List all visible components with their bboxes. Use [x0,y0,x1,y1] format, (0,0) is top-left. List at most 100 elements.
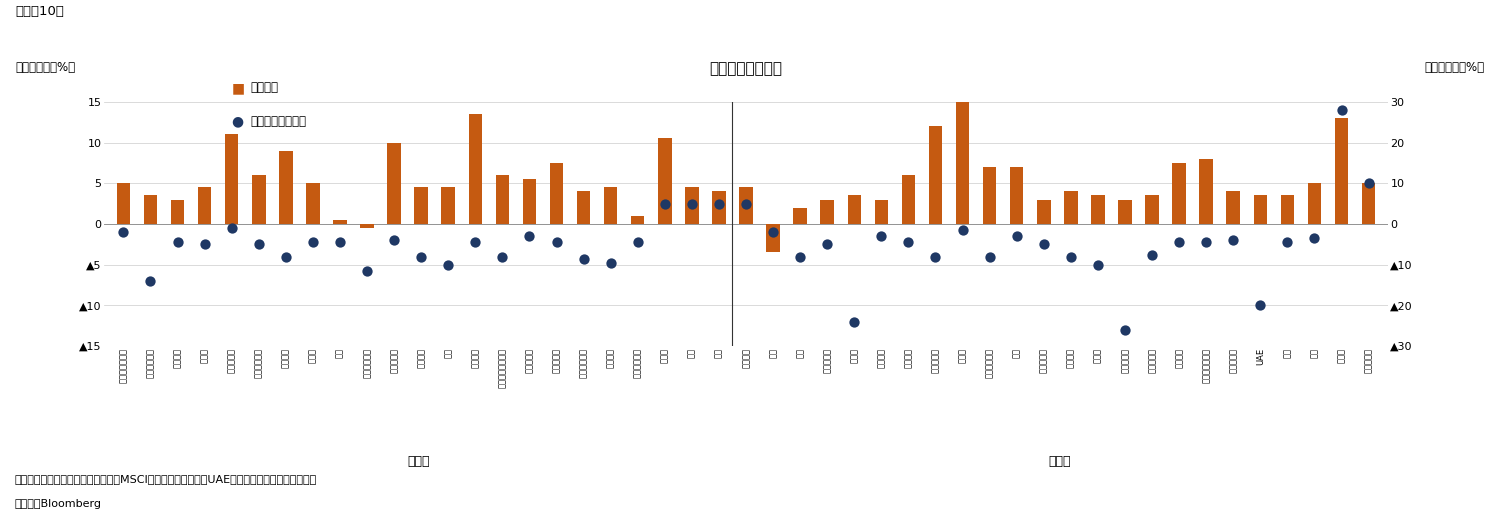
Point [977,252,1001,261]
Text: （前年末比、%）: （前年末比、%） [1425,61,1485,74]
Bar [116,183,130,224]
Text: （資料）Bloomberg: （資料）Bloomberg [15,499,101,509]
Bar [1253,195,1267,224]
Point [1329,106,1353,114]
Point [409,252,433,261]
Text: （前月末比、%）: （前月末比、%） [15,61,75,74]
Point [1113,326,1137,334]
Point [1356,179,1380,187]
Bar [1173,163,1186,224]
Bar [252,175,266,224]
Bar [1037,200,1050,224]
Point [192,240,216,248]
Point [491,252,515,261]
Bar [1010,167,1024,224]
Point [328,238,352,246]
Point [1194,238,1217,246]
Point [815,240,839,248]
Bar [712,191,725,224]
Bar [360,224,374,228]
Point [1004,232,1028,240]
Point [518,232,542,240]
Point [1167,238,1191,246]
Point [545,238,568,246]
Point [924,252,947,261]
Text: 各国の株価変動率: 各国の株価変動率 [710,61,782,76]
Point [788,252,812,261]
Text: ●: ● [231,115,243,129]
Bar [1146,195,1159,224]
Point [734,200,758,208]
Bar [901,175,915,224]
Point [897,238,921,246]
Point [653,200,677,208]
Bar [143,195,157,224]
Bar [794,208,807,224]
Bar [847,195,861,224]
Bar [415,187,428,224]
Point [139,277,163,285]
Bar [1335,118,1349,224]
Bar [767,224,780,252]
Bar [1064,191,1077,224]
Text: ■: ■ [231,81,245,96]
Bar [279,151,292,224]
Bar [306,183,319,224]
Bar [631,216,645,224]
Point [571,254,595,263]
Bar [928,126,943,224]
Bar [198,187,212,224]
Bar [1280,195,1294,224]
Point [1059,252,1083,261]
Bar [577,191,591,224]
Text: 先進国: 先進国 [407,455,430,468]
Point [219,224,243,232]
Point [950,226,974,234]
Point [1276,238,1300,246]
Bar [983,167,997,224]
Bar [333,220,346,224]
Bar [549,163,564,224]
Bar [1091,195,1104,224]
Bar [1307,183,1322,224]
Bar [685,187,698,224]
Point [1032,240,1056,248]
Bar [658,138,671,224]
Bar [604,187,618,224]
Bar [170,200,185,224]
Point [112,228,136,236]
Bar [956,102,970,224]
Bar [522,179,536,224]
Text: （図表10）: （図表10） [15,5,64,18]
Point [680,200,704,208]
Bar [1362,183,1376,224]
Bar [442,187,455,224]
Text: 新興国: 新興国 [1049,455,1071,468]
Point [355,267,379,275]
Point [166,238,189,246]
Point [1222,236,1246,244]
Point [1086,261,1110,269]
Point [1140,250,1164,259]
Point [382,236,406,244]
Bar [1226,191,1240,224]
Bar [739,187,753,224]
Point [843,318,867,326]
Point [598,259,622,267]
Point [1249,301,1273,309]
Bar [821,200,834,224]
Bar [1118,200,1132,224]
Bar [874,200,888,224]
Text: 前年末比（右軸）: 前年末比（右軸） [251,115,307,128]
Point [436,261,460,269]
Point [625,238,649,246]
Point [870,232,894,240]
Bar [1200,159,1213,224]
Point [275,252,298,261]
Text: 前月末比: 前月末比 [251,81,279,95]
Point [761,228,785,236]
Point [246,240,270,248]
Point [1303,234,1326,242]
Bar [225,134,239,224]
Text: （注）各国指数は現地通貨ベースのMSCI構成指数、ただし、UAEはサウジ・タダウル全株指数: （注）各国指数は現地通貨ベースのMSCI構成指数、ただし、UAEはサウジ・タダウ… [15,473,318,484]
